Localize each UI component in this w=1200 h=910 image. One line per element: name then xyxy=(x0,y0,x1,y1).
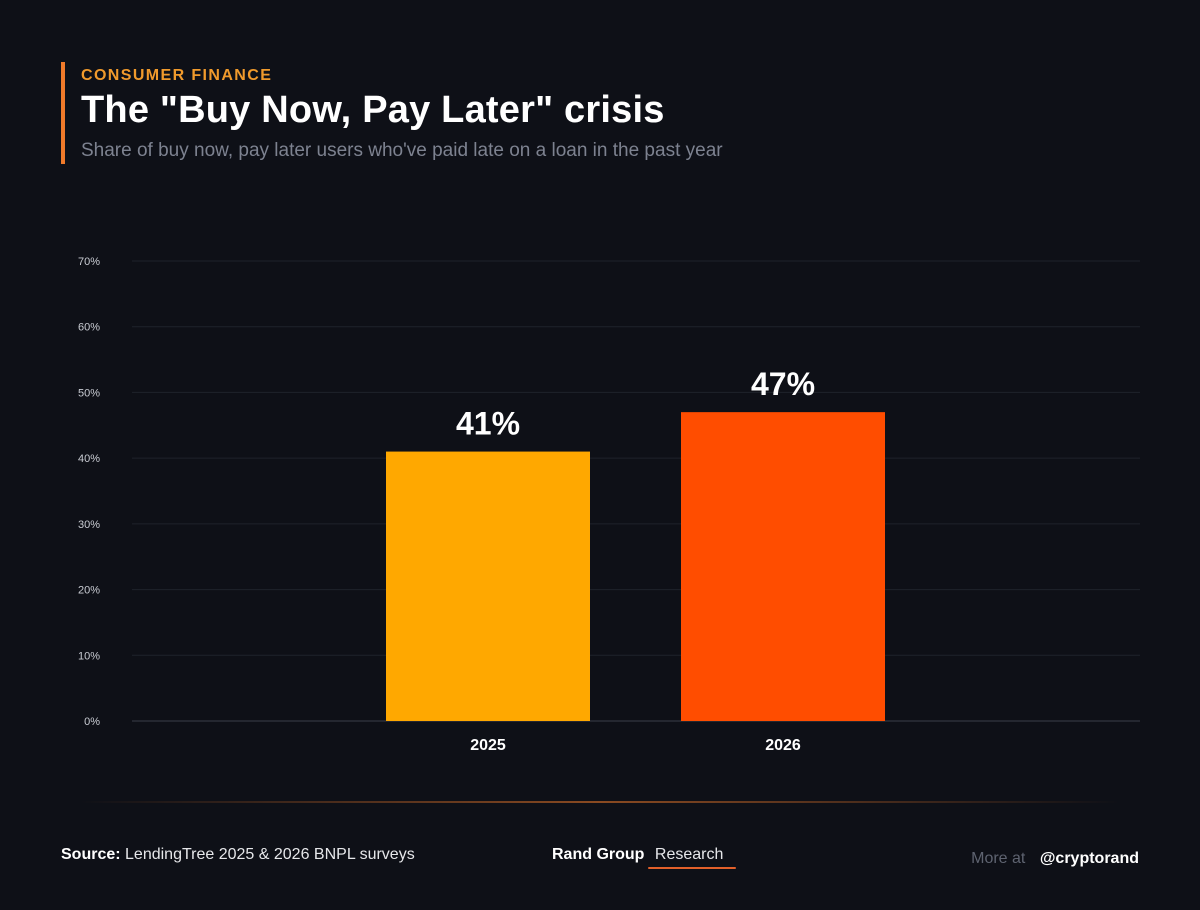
social-handle[interactable]: @cryptorand xyxy=(1039,850,1139,867)
bar-value-label: 47% xyxy=(751,366,815,402)
header: CONSUMER FINANCE The "Buy Now, Pay Later… xyxy=(61,62,723,164)
more-link[interactable]: More at @cryptorand xyxy=(971,850,1139,868)
bar-value-label: 41% xyxy=(456,406,520,442)
source-label: Source: xyxy=(61,846,121,863)
chart-title: The "Buy Now, Pay Later" crisis xyxy=(81,89,665,131)
source-note: Source: LendingTree 2025 & 2026 BNPL sur… xyxy=(61,846,415,864)
more-label: More at xyxy=(971,850,1026,867)
y-tick-label: 60% xyxy=(78,322,100,334)
y-tick-label: 30% xyxy=(78,519,100,531)
y-tick-label: 50% xyxy=(78,387,100,399)
bar xyxy=(386,451,590,721)
y-tick-label: 20% xyxy=(78,585,100,597)
source-text: LendingTree 2025 & 2026 BNPL surveys xyxy=(125,846,415,863)
eyebrow-label: CONSUMER FINANCE xyxy=(81,67,273,84)
x-tick-label: 2025 xyxy=(470,737,506,754)
footer-divider xyxy=(80,801,1120,803)
y-tick-label: 10% xyxy=(78,650,100,662)
brand-subtitle: Research xyxy=(654,846,724,863)
bar xyxy=(681,412,885,721)
y-tick-label: 0% xyxy=(84,716,100,728)
brand-name: Rand Group xyxy=(552,846,645,863)
y-tick-label: 40% xyxy=(78,453,100,465)
brand-underline xyxy=(648,867,736,869)
brand: Rand Group Research xyxy=(552,846,723,864)
y-tick-label: 70% xyxy=(78,256,100,268)
x-tick-label: 2026 xyxy=(765,737,801,754)
bar-chart: 0% 10% 20% 30% 40% 50% 60% 70% 41% 2025 47% 2026 xyxy=(78,256,1140,754)
chart-subtitle: Share of buy now, pay later users who've… xyxy=(81,140,723,161)
